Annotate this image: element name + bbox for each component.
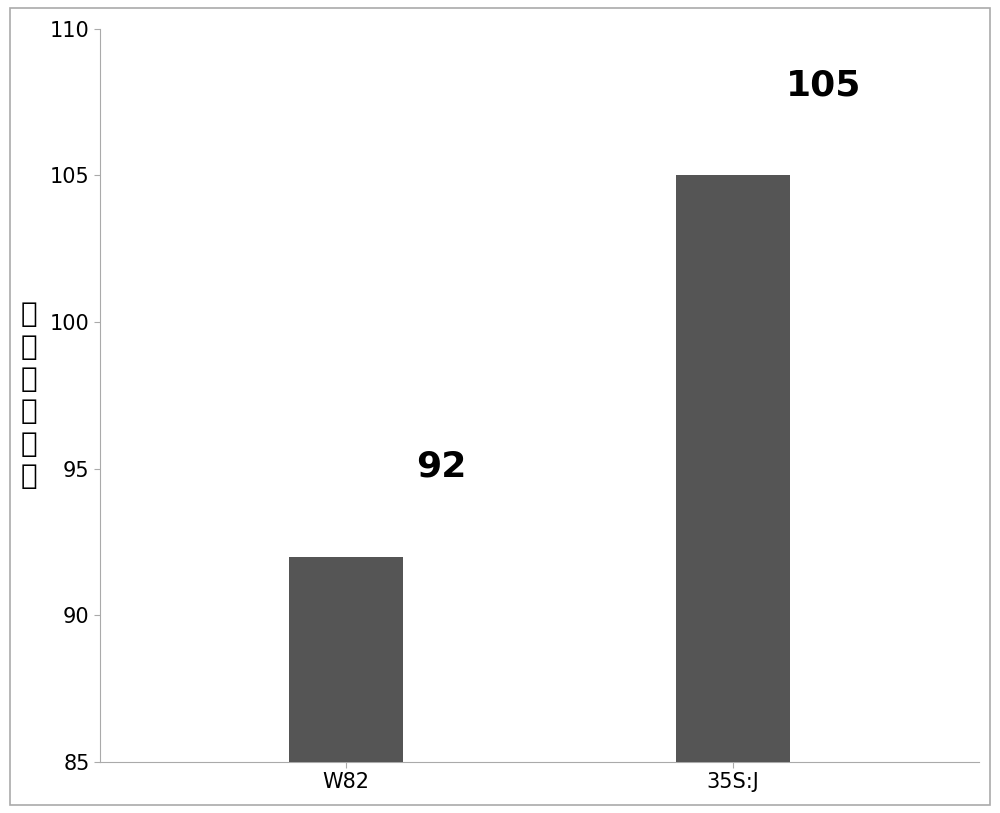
- Text: 92: 92: [417, 450, 467, 483]
- Y-axis label: 成
熟
期
（
天
）: 成 熟 期 （ 天 ）: [21, 300, 37, 490]
- Bar: [289, 557, 403, 762]
- Bar: [676, 176, 790, 762]
- Text: 105: 105: [786, 68, 861, 102]
